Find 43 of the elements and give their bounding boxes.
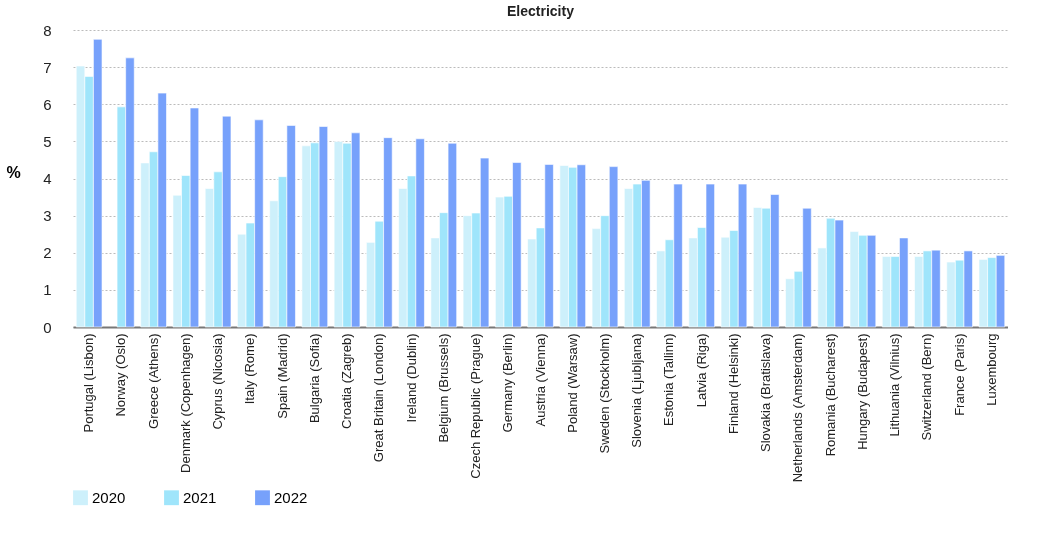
x-tick-label: Denmark (Copenhagen) xyxy=(177,333,193,473)
y-tick-label: 2 xyxy=(43,244,52,262)
x-tick-label: Belgium (Brussels) xyxy=(435,333,451,443)
legend-label: 2020 xyxy=(92,488,126,506)
x-tick-label: Czech Republic (Prague) xyxy=(468,333,484,479)
x-tick-label: Latvia (Riga) xyxy=(693,333,709,408)
x-tick-label: Bulgaria (Sofia) xyxy=(306,333,322,424)
y-tick-label: 1 xyxy=(43,281,52,299)
x-tick-label: Portugal (Lisbon) xyxy=(81,333,97,433)
y-tick-label: 3 xyxy=(43,207,52,225)
x-tick-label: Lithuania (Vilnius) xyxy=(887,333,903,437)
legend-label: 2022 xyxy=(274,488,308,506)
y-tick-label: 6 xyxy=(43,95,52,113)
x-tick-label: Greece (Athens) xyxy=(145,333,161,429)
x-tick-label: Hungary (Budapest) xyxy=(854,333,870,450)
chart-title: Electricity xyxy=(507,3,575,19)
y-tick-label: 5 xyxy=(43,132,52,150)
x-tick-label: Cyprus (Nicosia) xyxy=(210,333,226,430)
y-tick-label: 8 xyxy=(43,21,52,39)
x-tick-label: Sweden (Stockholm) xyxy=(596,333,612,454)
x-tick-label: France (Paris) xyxy=(951,333,967,416)
x-tick-label: Great Britain (London) xyxy=(371,333,387,463)
y-tick-label: 4 xyxy=(43,170,52,187)
x-tick-label: Spain (Madrid) xyxy=(274,333,290,419)
x-tick-label: Poland (Warsaw) xyxy=(564,333,580,433)
x-tick-label: Luxembourg xyxy=(983,333,999,406)
legend-label: 2021 xyxy=(183,488,217,506)
x-tick-label: Romania (Bucharest) xyxy=(822,333,838,457)
y-axis-title: % xyxy=(6,163,21,181)
x-tick-label: Ireland (Dublin) xyxy=(403,333,419,423)
x-tick-label: Netherlands (Amsterdam) xyxy=(790,333,806,483)
x-tick-label: Italy (Rome) xyxy=(242,333,258,405)
x-tick-label: Norway (Oslo) xyxy=(113,333,129,417)
x-tick-label: Slovakia (Bratislava) xyxy=(758,333,774,452)
x-tick-label: Austria (Vienna) xyxy=(532,333,548,427)
x-tick-label: Switzerland (Bern) xyxy=(919,333,935,441)
y-tick-label: 0 xyxy=(43,318,52,336)
x-tick-label: Croatia (Zagreb) xyxy=(339,333,355,429)
x-tick-label: Finland (Helsinki) xyxy=(725,333,741,434)
y-tick-label: 7 xyxy=(43,58,52,76)
x-tick-label: Germany (Berlin) xyxy=(500,333,516,433)
x-tick-label: Slovenia (Ljubljana) xyxy=(629,333,645,448)
x-tick-label: Estonia (Tallinn) xyxy=(661,333,677,426)
